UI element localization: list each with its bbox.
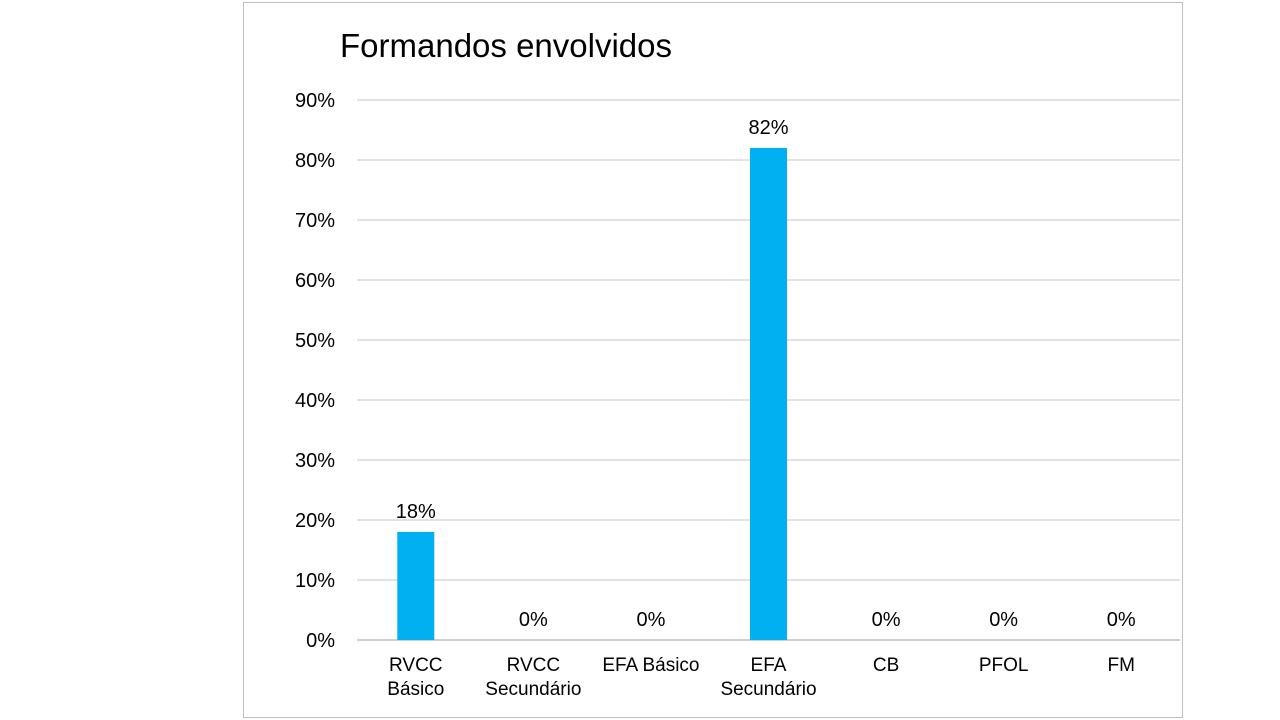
y-tick-label: 40%: [295, 390, 335, 412]
category-label: FM: [1107, 655, 1134, 676]
y-tick-label: 90%: [295, 90, 335, 112]
data-label: 0%: [872, 609, 901, 631]
data-label: 18%: [396, 501, 436, 523]
category-label: EFA Secundário: [720, 655, 816, 700]
y-tick-label: 0%: [306, 630, 335, 652]
data-label: 0%: [989, 609, 1018, 631]
category-label-line: RVCC: [389, 655, 443, 676]
y-tick-label: 10%: [295, 570, 335, 592]
category-label: RVCC Básico: [387, 655, 444, 700]
category-label-line: EFA: [751, 655, 787, 676]
data-label: 0%: [636, 609, 665, 631]
category-label-line: PFOL: [979, 655, 1029, 676]
y-tick-label: 50%: [295, 330, 335, 352]
category-label-line: CB: [873, 655, 899, 676]
data-label: 82%: [748, 117, 788, 139]
bar: [750, 148, 787, 640]
data-label: 0%: [519, 609, 548, 631]
category-label-line: Básico: [387, 679, 444, 700]
y-tick-label: 80%: [295, 150, 335, 172]
chart-title: Formandos envolvidos: [340, 27, 672, 64]
data-label: 0%: [1107, 609, 1136, 631]
y-tick-label: 70%: [295, 210, 335, 232]
y-tick-label: 60%: [295, 270, 335, 292]
bar: [397, 532, 435, 640]
category-label-line: Secundário: [485, 679, 581, 700]
y-tick-label: 20%: [295, 510, 335, 532]
category-label: RVCC Secundário: [485, 655, 581, 700]
category-label-line: EFA Básico: [602, 655, 699, 676]
category-label-line: RVCC: [507, 655, 561, 676]
y-tick-label: 30%: [295, 450, 335, 472]
category-label: CB: [873, 655, 899, 676]
category-label: EFA Básico: [602, 655, 699, 676]
category-label-line: Secundário: [720, 679, 816, 700]
category-label: PFOL: [979, 655, 1029, 676]
category-label-line: FM: [1107, 655, 1134, 676]
